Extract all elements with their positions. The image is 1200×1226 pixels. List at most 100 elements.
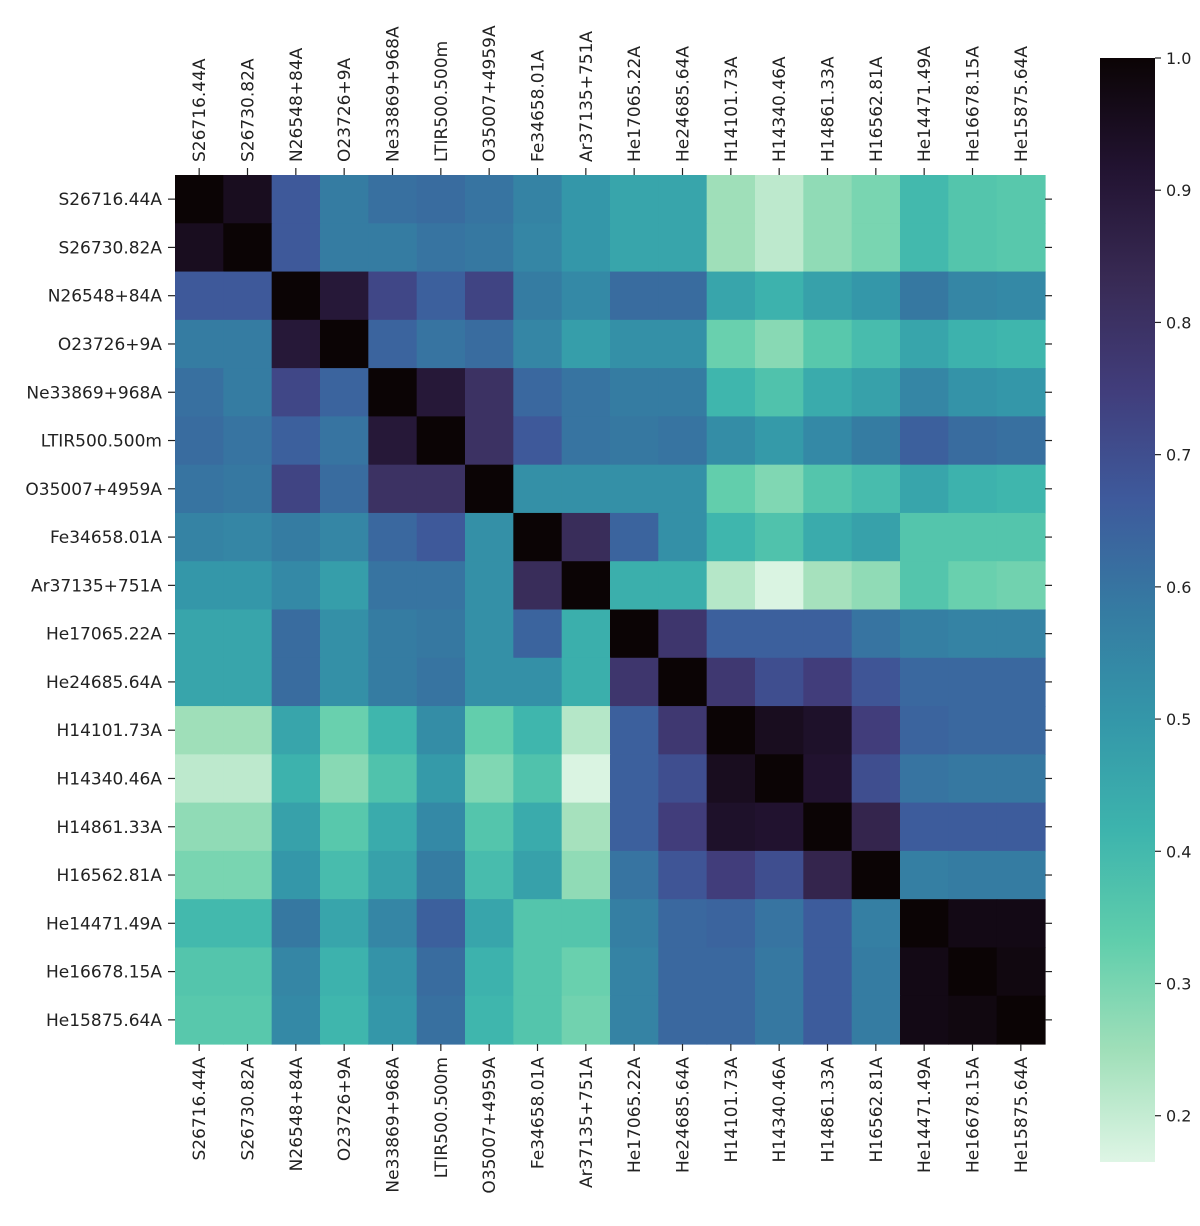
y-tick-label: Fe34658.01A: [50, 528, 162, 548]
heatmap-cell: [755, 609, 804, 659]
heatmap-cell: [706, 561, 756, 611]
heatmap-cell: [416, 706, 466, 755]
heatmap-cell: [706, 609, 756, 659]
heatmap-cell: [755, 561, 804, 611]
heatmap-cell: [803, 802, 853, 852]
heatmap-cell: [610, 319, 659, 369]
heatmap-cell: [223, 271, 273, 321]
heatmap-cell: [465, 464, 514, 514]
heatmap-cell: [175, 947, 224, 997]
x-tick-label-top: LTIR500.500m: [432, 41, 452, 162]
heatmap-cell: [706, 464, 756, 514]
heatmap-cell: [320, 368, 369, 417]
y-tick-label: O35007+4959A: [25, 480, 162, 500]
heatmap-cell: [610, 416, 659, 466]
heatmap-cell: [175, 416, 224, 466]
heatmap-cell: [271, 706, 321, 755]
heatmap-cell: [416, 464, 466, 514]
heatmap-cell: [465, 271, 514, 321]
heatmap-cell: [900, 609, 949, 659]
heatmap-cell: [416, 754, 466, 804]
heatmap-cell: [465, 512, 514, 562]
heatmap-cell: [996, 754, 1046, 804]
heatmap-cell: [755, 319, 804, 369]
heatmap-cell: [900, 464, 949, 514]
heatmap-cell: [706, 368, 756, 417]
heatmap-cell: [320, 754, 369, 804]
heatmap-cell: [755, 368, 804, 417]
heatmap-cell: [465, 995, 514, 1045]
heatmap-cell: [900, 512, 949, 562]
heatmap-cell: [271, 995, 321, 1045]
heatmap-cell: [658, 850, 708, 900]
heatmap-cell: [996, 271, 1046, 321]
heatmap-cell: [803, 319, 853, 369]
heatmap-cell: [755, 995, 804, 1045]
heatmap-cell: [368, 464, 418, 514]
heatmap-cell: [465, 850, 514, 900]
heatmap-cell: [658, 995, 708, 1045]
heatmap-cell: [996, 802, 1046, 852]
heatmap-cell: [175, 995, 224, 1045]
heatmap-cell: [465, 416, 514, 466]
heatmap-cell: [755, 706, 804, 755]
heatmap-cell: [320, 706, 369, 755]
heatmap-cell: [803, 657, 853, 707]
y-tick-label: He16678.15A: [46, 963, 162, 983]
heatmap-cell: [706, 416, 756, 466]
heatmap-cell: [271, 223, 321, 273]
x-tick-label-top: Ar37135+751A: [577, 31, 597, 162]
x-tick-label-bottom: S26716.44A: [190, 1057, 210, 1161]
heatmap-cell: [851, 175, 901, 224]
colorbar-tick-label: 0.2: [1166, 1107, 1191, 1126]
heatmap-cell: [271, 512, 321, 562]
heatmap-cell: [610, 899, 659, 949]
heatmap-cell: [320, 464, 369, 514]
heatmap-cell: [900, 850, 949, 900]
x-tick-label-bottom: Fe34658.01A: [529, 1057, 549, 1169]
heatmap-cell: [610, 368, 659, 417]
heatmap-cell: [271, 802, 321, 852]
heatmap-cell: [368, 512, 418, 562]
heatmap-cell: [465, 368, 514, 417]
heatmap-cell: [996, 850, 1046, 900]
y-tick-label: He24685.64A: [46, 673, 162, 693]
heatmap-cell: [223, 416, 273, 466]
x-tick-label-top: S26730.82A: [239, 58, 259, 162]
heatmap-cell: [561, 416, 611, 466]
heatmap-cell: [900, 561, 949, 611]
heatmap-cell: [755, 947, 804, 997]
heatmap-cell: [465, 754, 514, 804]
heatmap-cell: [513, 706, 563, 755]
x-tick-label-bottom: S26730.82A: [239, 1057, 259, 1161]
heatmap-cell: [513, 416, 563, 466]
heatmap-cell: [851, 223, 901, 273]
x-tick-label-top: O35007+4959A: [480, 25, 500, 162]
heatmap-cell: [271, 899, 321, 949]
heatmap-cell: [320, 512, 369, 562]
heatmap-cell: [755, 512, 804, 562]
heatmap-cell: [271, 175, 321, 224]
heatmap-cell: [996, 512, 1046, 562]
heatmap-cell: [513, 512, 563, 562]
heatmap-cell: [658, 657, 708, 707]
heatmap-cell: [851, 802, 901, 852]
heatmap-cell: [223, 223, 273, 273]
heatmap-cell: [706, 850, 756, 900]
x-tick-label-bottom: H14861.33A: [819, 1057, 839, 1163]
x-tick-label-bottom: LTIR500.500m: [432, 1057, 452, 1178]
heatmap-cell: [851, 850, 901, 900]
y-tick-label: He14471.49A: [46, 914, 162, 934]
heatmap-cell: [223, 657, 273, 707]
heatmap-cell: [561, 706, 611, 755]
heatmap-cell: [513, 609, 563, 659]
heatmap-cell: [948, 947, 998, 997]
x-tick-label-top: He16678.15A: [964, 46, 984, 162]
heatmap-cell: [465, 223, 514, 273]
heatmap-cell: [803, 368, 853, 417]
heatmap-cell: [851, 899, 901, 949]
heatmap-cell: [320, 657, 369, 707]
heatmap-cell: [658, 319, 708, 369]
heatmap-cell: [561, 271, 611, 321]
colorbar-tick-label: 0.4: [1166, 842, 1191, 861]
